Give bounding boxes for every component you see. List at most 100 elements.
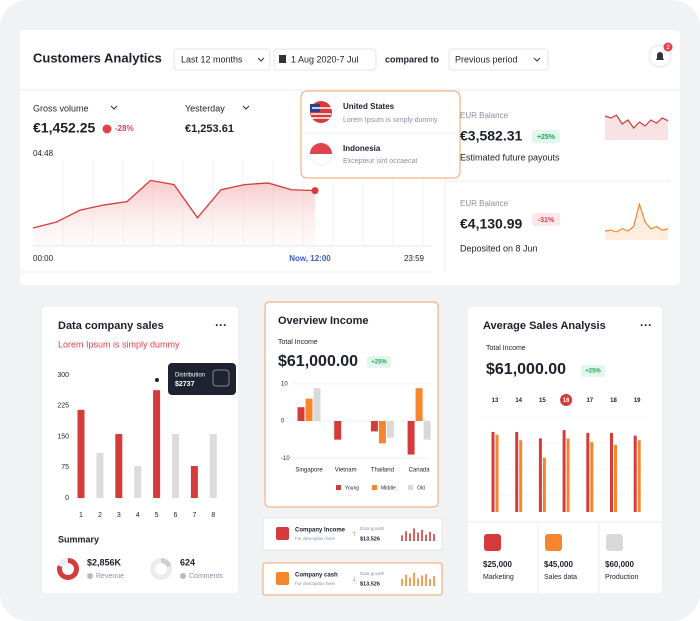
item-label: Marketing <box>483 574 514 581</box>
mini-subtitle: For description here <box>295 581 336 586</box>
chevron <box>242 105 250 110</box>
compare-dropdown[interactable] <box>448 48 549 71</box>
legend-swatch <box>408 485 413 490</box>
bar <box>433 534 435 541</box>
bar <box>401 535 403 541</box>
bar <box>562 430 566 512</box>
legend-swatch <box>372 485 377 490</box>
summary-value: 624 <box>180 557 195 567</box>
calendar-icon <box>279 55 286 63</box>
day-label: 13 <box>492 398 499 404</box>
bar <box>413 528 415 541</box>
mini-card <box>262 562 443 596</box>
summary-icon <box>180 573 186 579</box>
item-icon <box>484 534 501 551</box>
y-tick-label: 0 <box>65 495 69 502</box>
bar <box>313 388 321 421</box>
tooltip-icon <box>212 369 230 387</box>
total-value: $61,000.00 <box>278 353 358 370</box>
y-tick-label: 300 <box>57 372 69 379</box>
gross-value: €1,452.25 <box>33 120 95 136</box>
bar <box>134 466 142 498</box>
sparkline <box>604 114 669 129</box>
bar <box>421 529 423 541</box>
summary-title: Summary <box>58 534 99 544</box>
total-change: +25% <box>371 360 387 366</box>
bar-tooltip <box>168 363 236 395</box>
yesterday-label: Yesterday <box>185 103 225 113</box>
legend-swatch <box>336 485 341 490</box>
bar <box>637 440 641 512</box>
x-tick-label: Thailand <box>371 468 394 474</box>
mini-subtitle: For description here <box>295 536 336 541</box>
x-tick-label: 5 <box>155 512 159 519</box>
item-icon <box>606 534 623 551</box>
date-picker[interactable] <box>273 48 377 71</box>
y-tick-label: 0 <box>281 419 285 425</box>
country-text: Lorem Ipsum is simply dummy <box>343 117 438 124</box>
badge <box>367 356 391 368</box>
x-tick-label: 2 <box>98 512 102 519</box>
x-label: Now, 12:00 <box>289 254 331 263</box>
bar <box>586 432 590 512</box>
growth-value: $13,526 <box>360 581 380 587</box>
bar <box>378 421 386 444</box>
gross-label: Gross volume <box>33 103 89 113</box>
bar <box>209 434 217 498</box>
growth-value: $13,526 <box>360 536 380 542</box>
growth-label: Data growth <box>360 571 385 576</box>
card-title: Average Sales Analysis <box>483 320 606 332</box>
bar <box>429 579 431 586</box>
x-tick-label: 4 <box>136 512 140 519</box>
line <box>32 179 316 229</box>
compare-text: Previous period <box>455 54 518 64</box>
bar <box>417 578 419 586</box>
bar <box>297 407 305 421</box>
bar <box>96 452 104 498</box>
card-title: Data company sales <box>58 320 164 332</box>
bar <box>409 577 411 586</box>
day-label: 19 <box>634 398 641 404</box>
bar <box>334 421 342 440</box>
item-value: $25,000 <box>483 560 512 569</box>
down-icon <box>102 124 112 134</box>
bar <box>172 434 179 498</box>
mini-icon <box>276 572 289 585</box>
bar <box>566 438 570 512</box>
bar <box>425 574 427 586</box>
summary-label: Revenue <box>96 573 124 580</box>
summary-icon <box>87 573 93 579</box>
legend-label: Old <box>417 485 425 491</box>
bar <box>429 531 431 541</box>
day-label: 17 <box>586 398 593 404</box>
menu[interactable]: ··· <box>640 318 652 332</box>
badge <box>663 42 673 52</box>
badge <box>532 130 560 143</box>
chevron <box>533 57 541 62</box>
x-tick-label: 1 <box>79 512 83 519</box>
y-tick-label: 225 <box>57 403 69 410</box>
badge <box>581 365 605 377</box>
bar <box>425 534 427 541</box>
mini-title: Company cash <box>295 573 338 579</box>
bar <box>538 438 542 512</box>
total-value: $61,000.00 <box>486 361 566 378</box>
x-tick-label: Canada <box>409 468 431 474</box>
badge <box>532 213 560 226</box>
bar <box>386 421 394 438</box>
day-highlight <box>560 394 573 406</box>
bar <box>190 466 198 498</box>
menu[interactable]: ··· <box>215 318 227 332</box>
bar <box>519 440 523 512</box>
bar <box>614 444 617 512</box>
range-dropdown[interactable] <box>173 48 271 71</box>
bar <box>495 434 499 512</box>
country-popup <box>300 90 461 179</box>
gross-change: -28% <box>115 124 134 133</box>
x-label: 23:59 <box>404 254 425 263</box>
y-tick-label: 150 <box>57 433 69 440</box>
bar <box>305 398 313 421</box>
mini-title: Company Income <box>295 528 346 534</box>
balance-note: Estimated future payouts <box>460 152 560 162</box>
x-tick-label: 3 <box>117 512 121 519</box>
